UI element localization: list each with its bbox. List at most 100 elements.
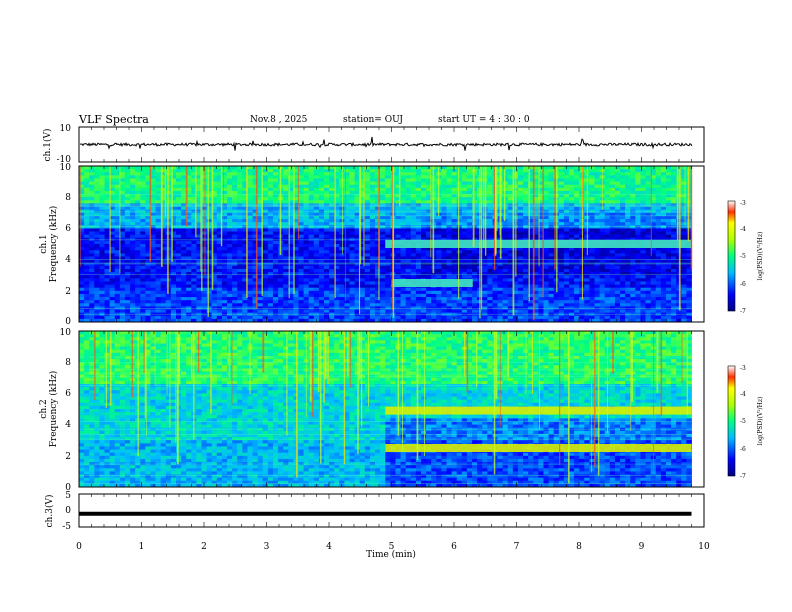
spectrogram-cell — [456, 237, 463, 242]
spectrogram-cell — [487, 315, 493, 320]
spectrogram-cell — [206, 306, 213, 310]
spectrogram-cell — [267, 187, 274, 192]
spectrogram-cell — [395, 297, 401, 301]
spectrogram-cell — [191, 259, 197, 264]
spectrogram-cell — [252, 190, 259, 195]
spectrogram-cell — [140, 166, 146, 170]
spectrogram-cell — [227, 222, 233, 226]
spectrogram-cell — [410, 169, 417, 173]
spectrogram-cell — [196, 194, 202, 198]
spectrogram-cell — [150, 244, 156, 248]
spectrogram-cell — [109, 290, 116, 295]
spectrogram-cell — [119, 250, 126, 254]
spectrogram-cell — [441, 219, 447, 223]
spectrogram-cell — [267, 297, 274, 301]
spectrogram-cell — [191, 197, 197, 201]
spectrogram-cell — [130, 265, 136, 270]
spectrogram-cell — [227, 244, 233, 248]
spectrogram-cell — [79, 244, 85, 248]
spectrogram-cell — [553, 300, 560, 304]
spectrogram-cell — [466, 250, 473, 254]
spectrogram-cell — [533, 215, 539, 220]
spectrogram-cell — [441, 178, 447, 182]
spectrogram-cell — [380, 190, 386, 195]
spectrogram-cell — [375, 169, 381, 173]
spectrogram-cell — [124, 265, 131, 270]
spectrogram-cell — [140, 231, 146, 236]
spectrogram-cell — [563, 178, 570, 182]
spectrogram-cell — [216, 237, 223, 242]
spectrogram-cell — [232, 228, 238, 232]
spectrogram-cell — [303, 297, 310, 301]
spectrogram-cell — [298, 169, 304, 173]
spectrogram-cell — [543, 197, 549, 201]
spectrogram-cell — [232, 175, 238, 179]
spectrogram-cell — [114, 178, 121, 182]
spectrogram-cell — [400, 287, 407, 292]
spectrogram-cell — [538, 169, 544, 173]
spectrogram-cell — [109, 197, 116, 201]
spectrogram-cell — [283, 169, 289, 173]
spectrogram-cell — [380, 262, 386, 267]
spectrogram-cell — [119, 200, 126, 204]
spectrogram-cell — [523, 231, 529, 236]
spectrogram-cell — [410, 178, 417, 182]
spectrogram-cell — [426, 293, 432, 298]
spectrogram-cell — [354, 200, 361, 204]
spectrogram-cell — [359, 265, 366, 270]
spectrogram-cell — [232, 240, 238, 245]
spectrogram-cell — [242, 240, 248, 245]
spectrogram-cell — [232, 190, 238, 195]
spectrogram-cell — [553, 309, 560, 314]
spectrogram-cell — [334, 231, 340, 236]
spectrogram-cell — [482, 281, 488, 285]
spectrogram-cell — [472, 187, 478, 192]
spectrogram-cell — [308, 315, 315, 320]
spectrogram-cell — [369, 200, 376, 204]
spectrogram-cell — [461, 250, 468, 254]
spectrogram-cell — [119, 259, 126, 264]
spectrogram-cell — [308, 306, 315, 310]
spectrogram-cell — [94, 281, 100, 285]
spectrogram-cell — [558, 247, 565, 251]
spectrogram-cell — [349, 175, 356, 179]
spectrogram-cell — [237, 175, 243, 179]
spectrogram-cell — [196, 244, 202, 248]
spectrogram-cell — [181, 290, 187, 295]
spectrogram-cell — [385, 262, 391, 267]
spectrogram-cell — [359, 284, 366, 289]
spectrogram-cell — [466, 268, 473, 273]
spectrogram-cell — [298, 315, 304, 320]
spectrogram-cell — [507, 175, 514, 179]
spectrogram-cell — [89, 240, 95, 245]
spectrogram-cell — [369, 256, 376, 260]
spectrogram-cell — [79, 253, 85, 257]
spectrogram-cell — [354, 303, 361, 307]
spectrogram-cell — [318, 309, 325, 314]
spectrogram-cell — [283, 259, 289, 264]
spectrogram-cell — [517, 315, 524, 320]
spectrogram-cell — [451, 309, 458, 314]
spectrogram-cell — [380, 253, 386, 257]
spectrogram-cell — [99, 222, 105, 226]
spectrogram-cell — [461, 293, 468, 298]
spectrogram-cell — [303, 197, 310, 201]
spectrogram-cell — [298, 181, 304, 186]
spectrogram-cell — [79, 237, 85, 242]
spectrogram-cell — [104, 212, 111, 217]
spectrogram-cell — [293, 256, 299, 260]
spectrogram-cell — [175, 265, 182, 270]
spectrogram-cell — [461, 290, 468, 295]
spectrogram-cell — [227, 293, 233, 298]
spectrogram-cell — [324, 219, 330, 223]
spectrogram-cell — [298, 206, 304, 211]
spectrogram-cell — [150, 222, 156, 226]
spectrogram-cell — [472, 231, 478, 236]
spectrogram-cell — [405, 231, 412, 236]
spectrogram-cell — [375, 293, 381, 298]
spectrogram-cell — [359, 247, 366, 251]
spectrogram-cell — [99, 237, 105, 242]
spectrogram-cell — [201, 290, 207, 295]
spectrogram-cell — [369, 237, 376, 242]
